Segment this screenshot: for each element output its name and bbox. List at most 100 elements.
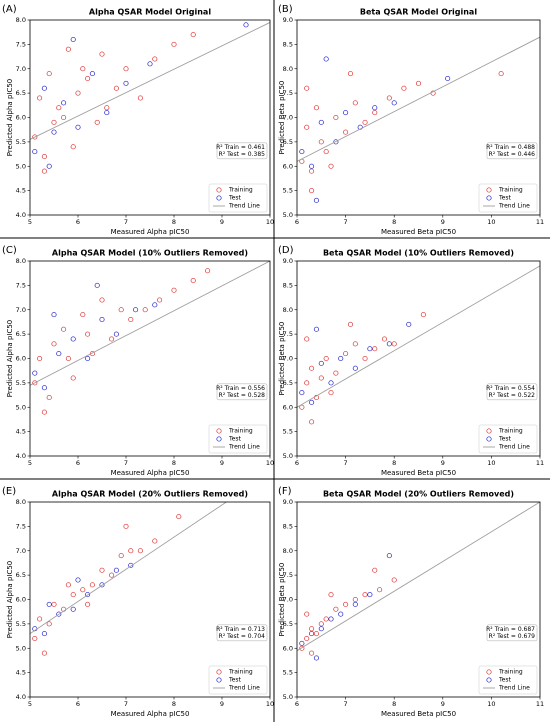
legend-label: Training [228, 428, 253, 435]
legend-box [478, 665, 538, 695]
panel: (E) Alpha QSAR Model (20% Outliers Remove… [2, 486, 274, 718]
point [157, 297, 163, 303]
point [41, 153, 47, 160]
point [190, 32, 196, 38]
annotation-box [216, 383, 268, 401]
panel-label: (F) [278, 486, 292, 497]
x-tick-label: 7 [344, 700, 348, 708]
y-tick-label: 6.0 [283, 644, 293, 652]
trend-line [297, 36, 540, 162]
legend-swatch [216, 428, 222, 434]
point [104, 105, 110, 111]
point [113, 331, 119, 337]
y-tick-label: 7.5 [16, 40, 26, 48]
legend-swatch [486, 195, 492, 201]
y-tick-label: 7.0 [283, 355, 293, 363]
legend-box [208, 424, 268, 454]
y-tick-label: 8.0 [283, 306, 293, 314]
panel: (D) Beta QSAR Model (10% Outliers Removed… [278, 245, 544, 477]
annotation-box [216, 624, 268, 642]
legend-box [208, 183, 268, 213]
point [318, 360, 324, 366]
point [85, 75, 91, 82]
point [367, 346, 373, 352]
x-tick-label: 11 [536, 459, 544, 467]
point [391, 577, 397, 583]
point [61, 326, 67, 332]
point [128, 562, 134, 568]
point [318, 119, 324, 125]
point [372, 567, 378, 573]
point [420, 312, 426, 318]
point [152, 302, 158, 308]
point [85, 355, 91, 362]
trend-line [30, 502, 228, 634]
point [65, 582, 71, 588]
point [304, 124, 310, 130]
y-tick-label: 8.0 [16, 498, 26, 506]
plot-area [297, 502, 540, 661]
point [323, 149, 329, 155]
point [299, 645, 305, 651]
y-tick-label: 5.0 [16, 403, 26, 411]
legend-swatch [486, 428, 492, 434]
point [352, 365, 358, 371]
point [299, 404, 305, 410]
point [309, 631, 315, 637]
point [41, 650, 47, 656]
x-tick-label: 10 [266, 459, 274, 467]
legend-swatch [216, 677, 222, 683]
point [171, 287, 177, 293]
point [56, 105, 62, 111]
point [313, 655, 319, 661]
point [142, 307, 148, 313]
point [309, 365, 315, 371]
legend-label: Trend Line [228, 685, 260, 692]
point [309, 168, 315, 174]
panel-label: (E) [2, 486, 16, 497]
x-tick-label: 8 [172, 218, 176, 226]
axes-frame [296, 19, 541, 216]
panel-title: Beta QSAR Model Original [360, 8, 477, 17]
y-tick-label: 4.5 [16, 428, 26, 436]
point [128, 316, 134, 323]
y-tick-label: 5.5 [16, 138, 26, 146]
x-tick-label: 7 [124, 700, 128, 708]
point [65, 46, 71, 52]
point [51, 129, 57, 135]
point [152, 538, 158, 544]
panel: (F) Beta QSAR Model (20% Outliers Removed… [278, 486, 544, 718]
y-tick-label: 4.0 [16, 211, 26, 219]
point [318, 626, 324, 632]
point [304, 635, 310, 642]
point [51, 341, 57, 347]
legend-label: Training [228, 187, 253, 194]
x-axis-label: Measured Beta pIC50 [381, 710, 456, 718]
point [56, 351, 62, 357]
point [372, 105, 378, 111]
point [343, 110, 349, 116]
point [70, 144, 76, 150]
legend-box [478, 183, 538, 213]
point [46, 601, 52, 607]
x-tick-label: 5 [28, 218, 32, 226]
y-axis-label: Predicted Alpha pIC50 [6, 79, 14, 157]
y-tick-label: 5.0 [16, 162, 26, 170]
point [347, 71, 354, 77]
x-tick-label: 11 [536, 218, 544, 226]
legend-swatch [216, 669, 222, 675]
x-tick-label: 10 [266, 700, 274, 708]
y-tick-label: 8.5 [283, 281, 293, 289]
point [338, 355, 344, 362]
legend-swatch [486, 669, 492, 675]
point [323, 355, 329, 362]
y-tick-label: 5.5 [16, 379, 26, 387]
point [352, 341, 358, 347]
x-tick-label: 9 [220, 218, 224, 226]
point [123, 66, 129, 72]
y-tick-label: 6.5 [16, 571, 26, 579]
axes-frame [29, 260, 271, 457]
point [176, 514, 182, 520]
x-tick-label: 7 [344, 459, 348, 467]
